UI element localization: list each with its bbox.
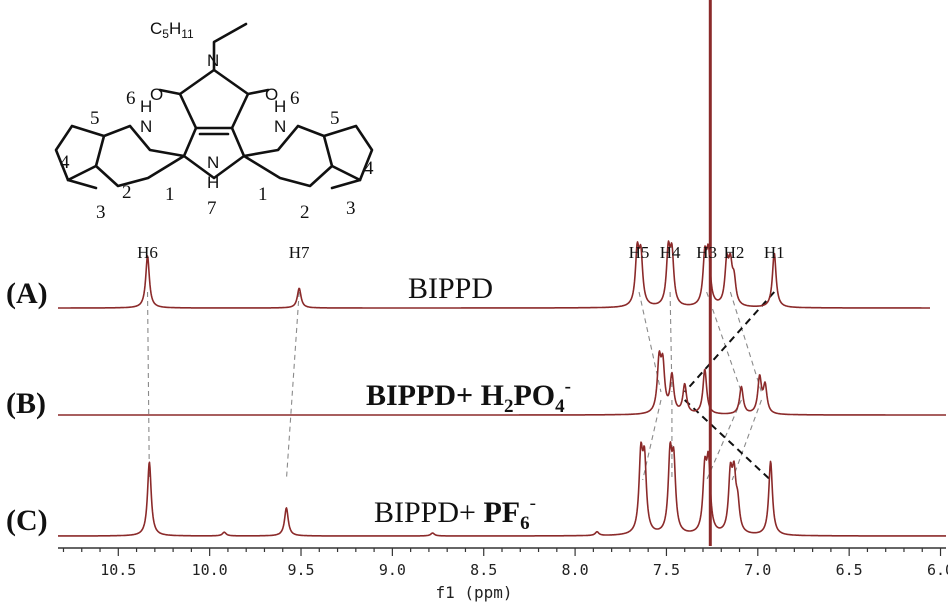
correlation-line-5 (706, 291, 742, 393)
title-b-po: PO (513, 379, 555, 412)
x-tick-label: 8.5 (470, 561, 497, 579)
oxygen-right: O (265, 85, 278, 104)
row-label-b: (B) (6, 387, 46, 420)
alkyl-sub-11: 11 (181, 27, 194, 41)
x-tick-label: 8.0 (562, 561, 589, 579)
mol-num-6-left: 6 (126, 88, 136, 109)
indole-right-h: H (274, 97, 286, 116)
mol-num-1-right: 1 (258, 184, 268, 205)
svg-text:C5H11: C5H11 (150, 19, 194, 41)
peak-label-h6: H6 (137, 243, 158, 262)
mol-num-6-right: 6 (290, 88, 300, 109)
indole-left-h: H (140, 97, 152, 116)
peak-label-h7: H7 (289, 243, 310, 262)
indole-right-n: N (274, 117, 286, 136)
correlation-line-1 (146, 291, 150, 481)
row-label-c: (C) (6, 504, 48, 537)
title-b-sup: - (565, 376, 571, 397)
spectrum-trace-b (57, 350, 947, 416)
alkyl-c: C (150, 19, 162, 38)
peak-label-h4: H4 (660, 243, 681, 262)
spectrum-traces (57, 0, 947, 546)
peak-label-h2: H2 (724, 243, 745, 262)
mol-num-4-left: 4 (60, 152, 70, 173)
peak-label-h5: H5 (629, 243, 650, 262)
peak-labels: H6 H7 H5 H4 H3 H2 H1 (137, 243, 784, 262)
spectrum-title-b: BIPPD+ H2PO4- (366, 376, 571, 417)
mol-num-3-left: 3 (96, 202, 106, 223)
molecule-structure: C5H11 N O O N H N H N H 6 5 4 3 2 1 7 6 … (54, 19, 374, 223)
title-c-sup: - (530, 493, 536, 514)
peak-label-h3: H3 (696, 243, 717, 262)
correlation-line-7 (683, 291, 775, 393)
title-c-sub-6: 6 (520, 513, 530, 534)
x-axis: 10.5 10.0 9.5 9.0 8.5 8.0 7.5 7.0 6.5 6.0 (58, 547, 948, 579)
x-tick-label: 9.0 (379, 561, 406, 579)
title-c-pf: PF (483, 496, 520, 529)
row-label-a: (A) (6, 277, 48, 310)
x-axis-title: f1 (ppm) (435, 583, 512, 602)
spectrum-trace-c (57, 441, 947, 537)
x-tick-label: 10.0 (192, 561, 228, 579)
x-tick-label: 6.5 (836, 561, 863, 579)
peak-label-h1: H1 (764, 243, 785, 262)
imide-n: N (207, 51, 219, 70)
spectrum-title-a: BIPPD (408, 272, 493, 305)
x-tick-label: 7.5 (653, 561, 680, 579)
indole-left-n: N (140, 117, 152, 136)
correlation-line-12 (684, 399, 772, 481)
correlation-line-2 (285, 291, 300, 481)
title-b-main: BIPPD+ H (366, 379, 504, 412)
title-b-sub-2: 2 (504, 396, 514, 417)
alkyl-sub-5: 5 (162, 27, 169, 41)
mol-num-5-left: 5 (90, 108, 100, 129)
x-tick-label: 6.0 (927, 561, 948, 579)
pyrrole-n: N (207, 153, 219, 172)
mol-num-2-right: 2 (300, 202, 310, 223)
mol-num-3-right: 3 (346, 198, 356, 219)
mol-num-2-left: 2 (122, 182, 132, 203)
alkyl-h: H (169, 19, 181, 38)
title-b-sub-4: 4 (555, 396, 565, 417)
pyrrole-h: H (207, 173, 219, 192)
spectrum-title-c: BIPPD+ PF6- (374, 493, 536, 534)
oxygen-left: O (150, 85, 163, 104)
correlation-line-8 (642, 399, 662, 481)
x-tick-label: 7.0 (744, 561, 771, 579)
mol-num-4-right: 4 (364, 158, 374, 179)
x-tick-label: 9.5 (287, 561, 314, 579)
mol-num-1-left: 1 (165, 184, 175, 205)
title-c-main: BIPPD+ (374, 496, 483, 529)
mol-num-5-right: 5 (330, 108, 340, 129)
x-tick-label: 10.5 (100, 561, 136, 579)
mol-num-7: 7 (207, 198, 217, 219)
spectrum-trace-a (57, 240, 931, 309)
correlation-line-10 (706, 399, 742, 481)
